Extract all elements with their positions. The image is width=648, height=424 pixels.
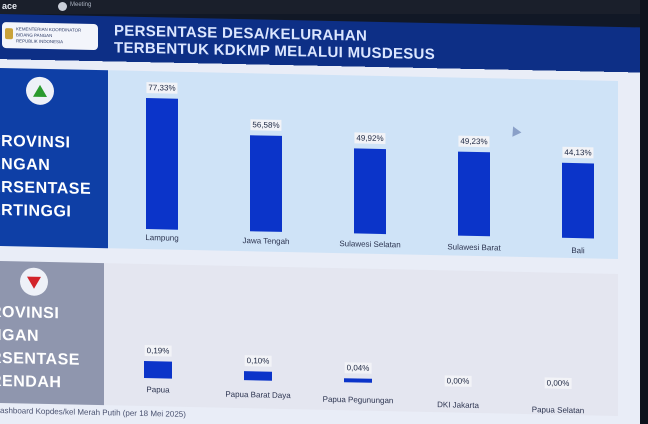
- chart-category-label-0: Papua: [146, 385, 170, 395]
- screen-edge: [640, 0, 648, 424]
- down-badge: [20, 267, 48, 297]
- chart-category-label-4: Bali: [571, 245, 585, 256]
- chart-category-label-2: Sulawesi Selatan: [339, 239, 401, 250]
- chart-value-label-1: 0,10%: [244, 355, 272, 367]
- chart-category-label-0: Lampung: [145, 233, 179, 243]
- meeting-label[interactable]: Meeting: [70, 2, 92, 8]
- low-side-header: ROVINSI NGAN RSENTASE RENDAH: [0, 261, 104, 406]
- low-side-label: ROVINSI NGAN RSENTASE RENDAH: [0, 303, 80, 392]
- app-label: ace: [2, 1, 18, 11]
- chart-category-label-3: Sulawesi Barat: [447, 242, 501, 253]
- chart-value-label-2: 0,04%: [344, 362, 372, 375]
- up-badge: [26, 76, 54, 106]
- chart-value-label-4: 0,00%: [544, 377, 572, 389]
- logo-line-3: REPUBLIK INDONESIA: [16, 38, 64, 45]
- slide-title: PERSENTASE DESA/KELURAHAN TERBENTUK KDKM…: [114, 22, 435, 63]
- low-provinces-panel: ROVINSI NGAN RSENTASE RENDAH 0,19% Papua 0…: [0, 261, 618, 416]
- chart-value-label-2: 49,92%: [354, 132, 386, 145]
- chart-bar-3: [458, 151, 490, 237]
- top-side-header: PROVINSI ENGAN ERSENTASE ERTINGGI: [0, 68, 108, 249]
- chart-category-label-4: Papua Selatan: [531, 405, 585, 416]
- chart-bar-1: [250, 135, 282, 232]
- chart-category-label-1: Papua Barat Daya: [225, 389, 291, 401]
- chart-category-label-3: DKI Jakarta: [437, 400, 479, 411]
- chart-value-label-1: 56,58%: [250, 119, 282, 131]
- chart-bar-0: [146, 97, 178, 230]
- chart-category-label-1: Jawa Tengah: [242, 236, 290, 247]
- meeting-icon[interactable]: [58, 2, 67, 11]
- chart-category-label-2: Papua Pegunungan: [322, 394, 394, 406]
- chart-bar-1: [244, 371, 272, 381]
- chart-bar-2: [344, 378, 372, 383]
- emblem-icon: [5, 28, 13, 40]
- chart-value-label-3: 49,23%: [458, 135, 490, 148]
- triangle-down-icon: [27, 276, 41, 289]
- chart-bar-2: [354, 148, 386, 235]
- ministry-logo: KEMENTERIAN KOORDINATOR BIDANG PANGAN RE…: [2, 22, 98, 51]
- presentation-slide: KEMENTERIAN KOORDINATOR BIDANG PANGAN RE…: [0, 14, 640, 424]
- chart-value-label-4: 44,13%: [562, 146, 594, 159]
- source-footnote: ashboard Kopdes/kel Merah Putih (per 18 …: [0, 406, 186, 419]
- top-side-label: PROVINSI ENGAN ERSENTASE ERTINGGI: [0, 132, 92, 221]
- chart-value-label-3: 0,00%: [444, 375, 472, 387]
- meeting-toolbar: ace Meeting: [0, 0, 648, 14]
- chart-bar-4: [562, 162, 594, 239]
- chart-value-label-0: 0,19%: [144, 344, 172, 357]
- chart-bar-0: [144, 360, 172, 379]
- chart-value-label-0: 77,33%: [146, 81, 178, 94]
- top-provinces-panel: PROVINSI ENGAN ERSENTASE ERTINGGI 77,33%…: [0, 68, 618, 259]
- triangle-up-icon: [33, 84, 47, 97]
